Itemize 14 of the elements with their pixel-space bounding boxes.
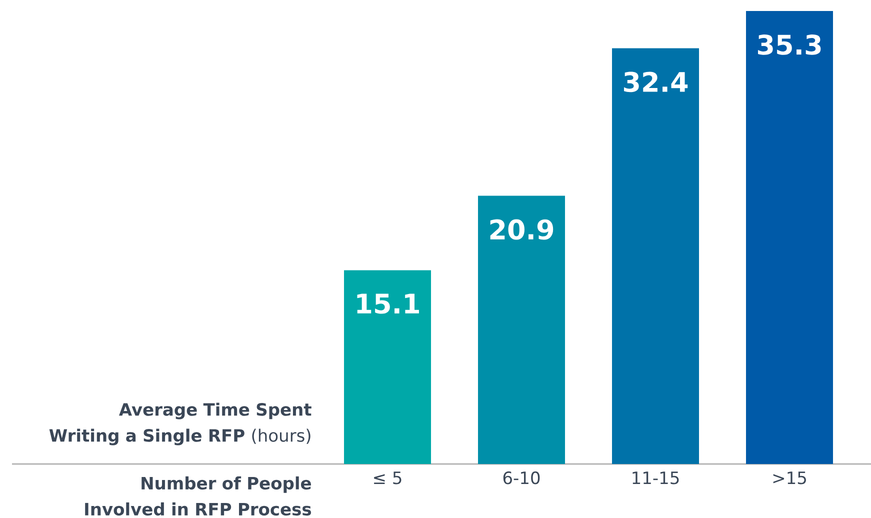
x-tick-label: >15	[773, 472, 806, 484]
x-axis-title: Number of People Involved in RFP Process	[85, 476, 311, 516]
data-label: 15.1	[357, 294, 419, 314]
bar	[478, 196, 566, 464]
data-label: 35.3	[758, 34, 821, 55]
x-tick-label: 11-15	[632, 472, 679, 484]
bar	[746, 10, 834, 464]
y-axis-title: Average Time Spent Writing a Single RFP (hours)	[49, 402, 312, 446]
data-label: 32.4	[624, 72, 688, 92]
bar	[344, 270, 432, 464]
bar	[612, 48, 700, 464]
x-tick-label: ≤ 5	[374, 472, 402, 484]
data-label: 20.9	[490, 219, 554, 240]
x-tick-label: 6-10	[503, 471, 540, 484]
